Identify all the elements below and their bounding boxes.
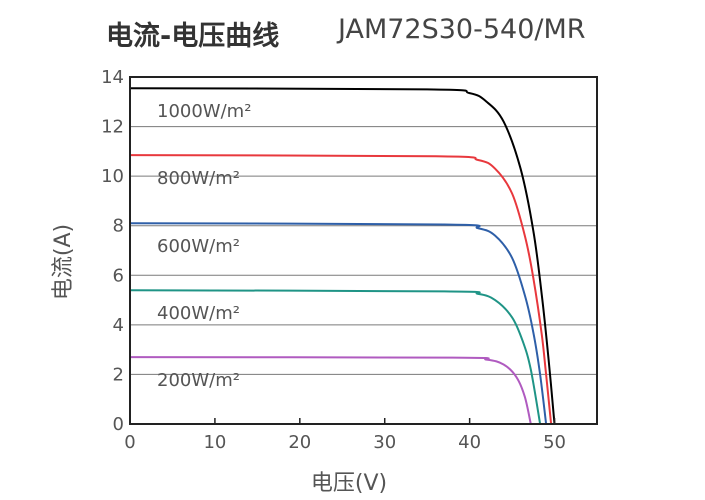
x-tick-label: 40 [458,432,481,453]
x-axis-title: 电压(V) [311,471,387,496]
chart-title-row: 电流-电压曲线 JAM72S30-540/MR [0,12,705,52]
irradiance-label: 1000W/m² [157,101,251,122]
irradiance-label: 400W/m² [157,303,240,324]
irradiance-label: 600W/m² [157,236,240,257]
y-tick-label: 12 [101,117,124,138]
chart-title: 电流-电压曲线 [106,21,280,52]
x-tick-label: 20 [288,432,311,453]
series-layer [129,87,556,425]
y-tick-label: 14 [101,67,124,88]
series-line [129,289,542,425]
irradiance-label: 800W/m² [157,168,240,189]
y-tick-label: 8 [113,216,124,237]
y-tick-label: 2 [113,364,124,385]
y-tick-label: 6 [113,265,124,286]
irradiance-label-layer: 1000W/m² 800W/m² 600W/m² 400W/m² 200W/m² [157,101,251,391]
series-line [129,356,532,425]
y-tick-label: 10 [101,166,124,187]
y-tick-label: 4 [113,315,124,336]
series-line [129,87,556,425]
plot-frame [129,76,598,425]
tick-layer: 0 2 4 6 8 10 12 14 0 10 20 30 40 50 [101,67,566,453]
x-tick-label: 50 [543,432,566,453]
x-tick-label: 30 [373,432,396,453]
x-tick-label: 10 [203,432,226,453]
series-line [129,222,548,425]
y-tick-label: 0 [113,414,124,435]
x-tick-label: 0 [124,432,135,453]
series-line [129,154,553,425]
irradiance-label: 200W/m² [157,370,240,391]
y-axis-title: 电流(A) [51,224,76,300]
chart-model-code: JAM72S30-540/MR [338,14,586,45]
